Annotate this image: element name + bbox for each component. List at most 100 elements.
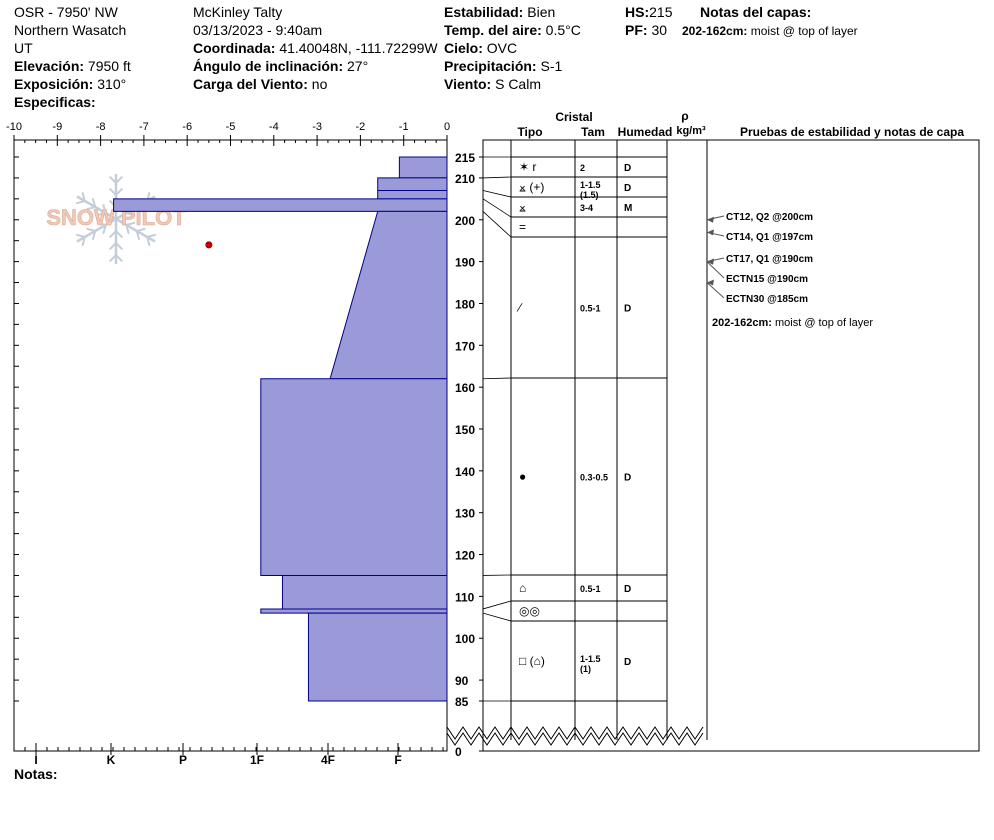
layer-note-text: moist @ top of layer [775,317,873,329]
hs-label: HS: [625,4,650,20]
stability-row: Estabilidad: Bien [444,3,555,21]
snowflake-branch [86,227,96,232]
crystal-size: 0.5-1 [580,304,601,314]
location-title: OSR - 7950' NW [14,4,118,20]
bottom-axis-label: 1F [250,753,264,767]
layer-notes-summary: 202-162cm: moist @ top of layer [682,22,858,40]
stability-value: Bien [527,4,556,20]
stability-test-label: CT17, Q1 @190cm [726,254,813,265]
layer-connector [482,176,512,179]
air-temp-value: 0.5°C [545,22,581,38]
top-axis-label: -2 [356,121,366,133]
crystal-type-symbol: ● [519,470,526,484]
crystal-size: 3-4 [580,203,593,213]
snowflake-branch [108,175,117,184]
notes-label: Notas: [14,766,58,782]
depth-label: 0 [455,745,462,759]
snowflake-branch [96,212,106,217]
stability-test-label: CT14, Q1 @197cm [726,232,813,243]
snowflake-branch [126,212,136,217]
snowflake-branch [115,187,124,196]
bottom-axis-label: 4F [321,753,335,767]
test-arrow-head [707,258,714,265]
top-axis-label: -5 [226,121,236,133]
depth-label: 130 [455,507,475,521]
hardness-layer [260,608,448,614]
slope-value: 27° [347,58,369,74]
depth-label: 100 [455,632,475,646]
crystal-size-avg: (1.5) [580,190,599,200]
depth-label: 210 [455,172,475,186]
depth-break-zigzag [446,732,704,746]
crystal-size: 1-1.5 [580,180,601,190]
pf-row: PF: 30 [625,21,667,39]
elevation-value: 7950 ft [87,58,131,74]
top-axis-label: -6 [182,121,192,133]
coord-label: Coordinada: [193,40,276,56]
depth-label: 160 [455,381,475,395]
bottom-axis-label: I [34,753,37,767]
wind-load-value: no [311,76,328,92]
stability-test-label: ECTN15 @190cm [726,274,808,285]
crystal-type-symbol: = [519,220,526,234]
specifics-label: Especificas: [14,94,96,110]
snowflake-branch [75,200,86,205]
notes-row: Notas: [14,765,58,783]
top-axis-label: -9 [52,121,62,133]
crystal-heading: Cristal [555,110,592,124]
snowflake-branch [96,221,106,226]
crystal-type-symbol: ∕ [516,301,523,315]
layer-note-range: 202-162cm: [682,24,748,38]
wind-load-row: Carga del Viento: no [193,75,327,93]
layer-moisture: D [624,473,631,484]
sky-label: Cielo: [444,40,483,56]
bottom-axis-label: K [107,753,116,767]
depth-label: 180 [455,297,475,311]
depth-break-zigzag [446,726,704,740]
state-name: UT [14,40,33,56]
observation-datetime: 03/13/2023 - 9:40am [193,22,323,38]
layer-connector [482,600,512,610]
stability-test-label: CT12, Q2 @200cm [726,212,813,223]
snowflake-branch [81,236,86,246]
top-axis-label: -7 [139,121,149,133]
sky-value: OVC [486,40,518,56]
bottom-axis-label: P [179,753,187,767]
crystal-type-symbol: ⨱ [519,200,526,214]
elevation-row: Elevación: 7950 ft [14,57,131,75]
precip-row: Precipitación: S-1 [444,57,562,75]
snowflake-arm [115,217,156,243]
layer-notes-heading: Notas del capas: [700,4,812,20]
snowflake-branch [146,236,151,246]
density-symbol: ρ [681,109,688,123]
moisture-heading: Humedad [618,125,673,139]
crystal-type-symbol: ✶ r [519,160,536,174]
hardness-layer [281,574,448,610]
snowflake-arm [76,195,117,221]
slope-label: Ángulo de inclinación: [193,58,344,74]
specifics-row: Especificas: [14,93,96,111]
elevation-label: Elevación: [14,58,85,74]
wind-row: Viento: S Calm [444,75,541,93]
type-heading: Tipo [517,125,542,139]
crystal-type-symbol: ⌂ [519,581,526,595]
stability-label: Estabilidad: [444,4,524,20]
hardness-layers [113,156,448,702]
snowflake-branch [108,230,117,239]
hs-row: HS:215 [625,3,672,21]
depth-label: 150 [455,423,475,437]
hardness-layer [398,156,448,179]
layer-note: 202-162cm: moist @ top of layer [712,317,873,329]
crystal-type-symbol: ◎◎ [519,604,540,618]
snowflake-branch [75,233,86,238]
snowflake-branch [135,230,141,240]
crystal-type-symbol: □ (⌂) [519,654,545,668]
top-axis-label: -3 [312,121,322,133]
snowflake-branch [108,242,117,251]
wind-load-label: Carga del Viento: [193,76,308,92]
snowflake-branch [91,230,97,240]
test-arrow-head [707,229,714,236]
pf-label: PF: [625,22,648,38]
stability-tests: CT12, Q2 @200cm CT14, Q1 @197cm CT17, Q1 @… [706,212,873,329]
